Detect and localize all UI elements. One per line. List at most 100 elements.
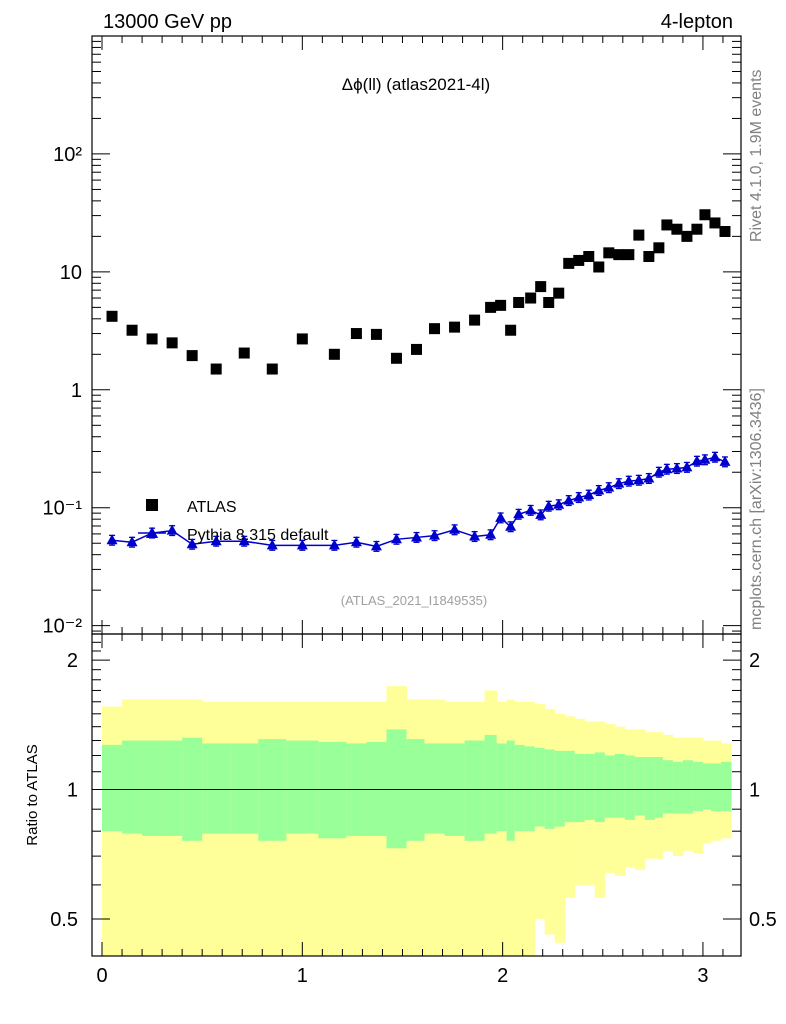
mc-point — [623, 475, 635, 486]
data-point — [469, 314, 481, 326]
data-point — [126, 324, 138, 336]
mcplots-label: mcplots.cern.ch [arXiv:1306.3436] — [748, 388, 765, 630]
mc-point — [709, 451, 721, 462]
inner-band-bin — [230, 743, 259, 834]
analysis-id: (ATLAS_2021_I1849535) — [341, 593, 487, 608]
inner-band-bin — [584, 753, 596, 820]
inner-band-bin — [710, 763, 722, 812]
ratio-xtick-label: 3 — [697, 965, 708, 987]
data-point — [633, 229, 645, 241]
data-point — [449, 321, 461, 333]
data-point — [653, 242, 665, 254]
mc-point — [238, 535, 250, 546]
mc-series — [106, 451, 731, 552]
data-point — [553, 287, 565, 299]
inner-band-bin — [594, 752, 606, 823]
mc-point — [643, 472, 655, 483]
mc-point — [449, 523, 461, 534]
data-point — [583, 250, 595, 262]
main-ytick-label: 10⁻¹ — [43, 498, 83, 520]
legend-mc-marker — [146, 527, 158, 538]
ratio-ytick-label-right: 0.5 — [749, 909, 777, 931]
inner-band-bin — [122, 740, 143, 834]
data-point — [593, 261, 605, 273]
data-point — [370, 328, 382, 340]
data-point — [166, 337, 178, 349]
data-point — [505, 324, 517, 336]
inner-band-bin — [672, 761, 684, 814]
mc-point — [390, 533, 402, 544]
data-point — [681, 230, 693, 242]
data-point — [709, 217, 721, 229]
mc-point — [328, 539, 340, 550]
legend-mc-label: Pythia 8.315 default — [187, 527, 329, 544]
mc-point — [543, 500, 555, 511]
data-point — [563, 257, 575, 269]
mc-point — [411, 531, 422, 542]
ratio-ytick-label-right: 1 — [749, 780, 760, 802]
inner-band-bin — [644, 757, 656, 820]
data-point — [495, 299, 507, 311]
legend-data-label: ATLAS — [187, 499, 237, 516]
inner-band-bin — [604, 755, 616, 818]
ratio-ytick-label: 1 — [67, 780, 78, 802]
inner-band-bin — [682, 760, 694, 814]
mc-point — [583, 489, 595, 500]
mc-point — [563, 494, 575, 505]
mc-point — [671, 462, 683, 473]
mc-point — [296, 539, 308, 550]
legend-data-marker — [146, 499, 158, 511]
mc-point — [350, 536, 362, 547]
inner-band-bin — [534, 747, 546, 827]
ratio-ytick-label: 2 — [67, 650, 78, 672]
mc-point — [485, 528, 497, 539]
mc-point — [719, 455, 731, 466]
inner-band-bin — [162, 740, 183, 836]
ratio-ytick-label: 0.5 — [50, 909, 78, 931]
data-point — [671, 223, 683, 235]
data-point — [146, 333, 158, 345]
inner-band-bin — [102, 744, 123, 832]
inner-band-bin — [720, 761, 732, 812]
main-ytick-label: 10 — [60, 262, 82, 284]
mc-point — [106, 534, 118, 545]
inner-band-bin — [484, 734, 498, 834]
inner-band-bin — [692, 761, 704, 812]
data-point — [719, 225, 731, 237]
mc-point — [593, 484, 605, 495]
mc-point — [653, 466, 665, 477]
data-point — [485, 301, 497, 313]
inner-band-bin — [366, 741, 387, 836]
ratio-bands — [102, 686, 732, 956]
ratio-xtick-label: 0 — [96, 965, 107, 987]
inner-band-bin — [464, 740, 486, 841]
data-point — [543, 296, 555, 308]
ratio-xtick-label: 1 — [297, 965, 308, 987]
inner-band-bin — [318, 741, 347, 839]
inner-band-bin — [702, 763, 712, 810]
mc-point — [553, 498, 565, 509]
data-point — [106, 310, 118, 322]
data-point — [603, 247, 615, 259]
mc-point — [186, 538, 198, 549]
data-point — [643, 250, 655, 262]
data-point — [661, 219, 673, 231]
mc-point — [681, 461, 693, 472]
ratio-ytick-label-right: 2 — [749, 650, 760, 672]
mc-point — [126, 536, 138, 547]
main-ytick-label: 1 — [71, 380, 82, 402]
mc-point — [469, 530, 481, 541]
inner-band-bin — [506, 740, 516, 841]
data-series — [106, 209, 731, 375]
data-point — [623, 249, 635, 261]
mc-point — [633, 474, 645, 485]
data-point — [210, 363, 222, 375]
mc-point — [573, 491, 585, 502]
data-point — [328, 348, 340, 360]
inner-band-bin — [654, 757, 664, 818]
mc-point — [429, 529, 441, 540]
inner-band-bin — [142, 740, 163, 836]
mc-point — [210, 535, 222, 546]
mc-point — [505, 520, 517, 531]
mc-point — [661, 463, 673, 474]
